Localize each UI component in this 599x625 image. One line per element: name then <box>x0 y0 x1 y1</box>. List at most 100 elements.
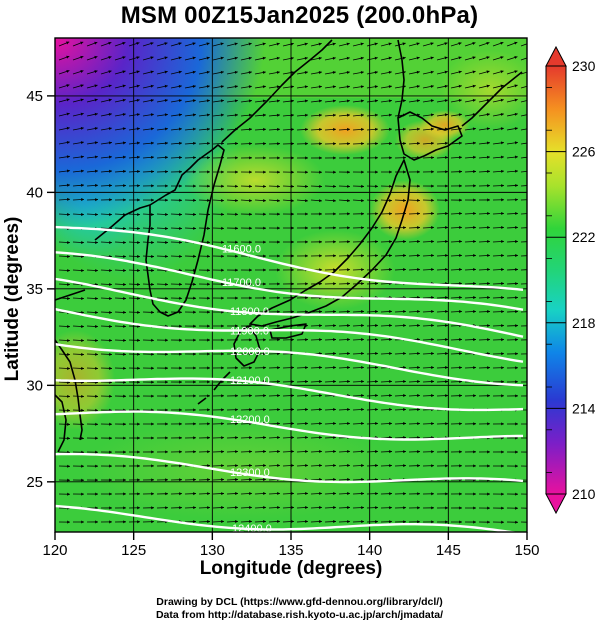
wind-arrow <box>282 422 295 426</box>
wind-arrow <box>366 282 379 286</box>
wind-arrow <box>380 85 392 89</box>
wind-arrow <box>86 70 98 75</box>
wind-arrow <box>282 463 295 468</box>
wind-arrow <box>114 98 126 103</box>
wind-arrow <box>86 268 99 273</box>
wind-arrow <box>492 155 504 159</box>
wind-arrow <box>58 169 70 173</box>
wind-arrow <box>464 366 477 370</box>
wind-arrow <box>198 394 211 398</box>
wind-arrow <box>352 268 365 272</box>
wind-arrow <box>408 141 421 145</box>
wind-arrow <box>296 435 309 440</box>
contour-label: 12000.0 <box>230 346 270 358</box>
wind-arrow <box>422 309 435 314</box>
wind-arrow <box>422 450 435 454</box>
wind-arrow <box>128 450 141 454</box>
wind-arrow <box>240 324 253 328</box>
wind-arrow <box>338 282 351 286</box>
wind-arrow <box>184 310 197 314</box>
wind-arrow <box>58 55 70 61</box>
wind-arrow <box>128 141 140 145</box>
wind-arrow <box>506 380 519 384</box>
wind-arrow <box>226 184 239 188</box>
wind-arrow <box>170 170 183 174</box>
wind-arrow <box>394 198 407 202</box>
wind-arrow <box>478 422 491 426</box>
contour-line <box>55 225 524 291</box>
wind-arrow <box>184 324 197 328</box>
wind-arrow <box>72 55 84 61</box>
wind-arrow <box>352 170 365 174</box>
wind-arrow <box>58 155 70 159</box>
wind-arrow <box>212 70 224 75</box>
wind-arrow <box>100 56 112 61</box>
wind-arrow <box>352 85 364 89</box>
wind-arrow <box>128 127 140 131</box>
wind-arrow <box>240 436 253 440</box>
wind-arrow <box>366 464 379 468</box>
wind-arrow <box>254 394 267 398</box>
coastline-shikoku <box>269 323 307 339</box>
wind-arrow <box>156 450 169 454</box>
wind-arrow <box>366 506 379 510</box>
wind-arrow <box>520 43 527 47</box>
wind-arrow <box>380 379 393 384</box>
wind-arrow <box>212 436 225 440</box>
wind-arrow <box>86 352 99 356</box>
wind-arrow <box>492 352 505 356</box>
x-axis: 120 125 130 135 140 145 150 <box>42 532 540 559</box>
wind-arrow <box>198 408 211 412</box>
wind-arrow <box>198 338 211 342</box>
wind-arrow <box>310 199 322 203</box>
wind-arrow <box>86 112 98 117</box>
wind-arrow <box>198 99 210 103</box>
wind-arrow <box>464 211 477 216</box>
wind-arrow <box>338 212 351 216</box>
wind-arrow <box>380 170 393 174</box>
wind-arrow <box>156 240 169 244</box>
wind-arrow <box>114 352 127 356</box>
wind-arrow <box>268 71 280 75</box>
wind-arrow <box>352 254 365 258</box>
wind-arrow <box>72 366 85 370</box>
wind-arrow <box>296 127 309 132</box>
wind-arrow <box>268 212 281 216</box>
wind-arrow <box>422 337 435 342</box>
wind-arrow <box>128 492 141 496</box>
wind-arrow <box>506 450 519 454</box>
wind-arrow <box>254 240 267 244</box>
wind-arrow <box>296 226 309 230</box>
wind-arrow <box>212 464 225 468</box>
x-tick-label: 135 <box>278 542 303 559</box>
wind-arrow <box>492 56 504 61</box>
wind-arrow <box>408 212 421 216</box>
wind-arrow <box>464 98 476 103</box>
wind-arrow <box>254 99 266 103</box>
wind-arrow <box>156 56 168 61</box>
wind-arrow <box>380 42 392 47</box>
wind-arrow <box>296 71 308 75</box>
wind-arrow <box>240 408 253 412</box>
wind-arrow <box>254 352 267 356</box>
contour-label: 12400.0 <box>232 523 272 535</box>
wind-arrow <box>450 225 463 230</box>
wind-arrow <box>72 436 85 440</box>
wind-arrow <box>282 212 295 216</box>
wind-arrow <box>72 169 84 173</box>
wind-arrow <box>226 506 239 510</box>
wind-arrow <box>310 421 323 426</box>
wind-arrow <box>226 296 239 300</box>
wind-arrow <box>366 127 378 131</box>
wind-arrow <box>226 113 238 117</box>
wind-arrow <box>366 42 378 47</box>
wind-arrow <box>240 127 252 131</box>
wind-arrow <box>58 478 71 482</box>
contour-label: 12100.0 <box>230 375 270 387</box>
wind-arrow <box>478 267 491 272</box>
wind-arrow <box>198 492 211 496</box>
wind-arrow <box>366 113 378 117</box>
wind-arrow <box>142 198 155 202</box>
wind-arrow <box>310 71 322 75</box>
wind-arrow <box>464 267 477 272</box>
